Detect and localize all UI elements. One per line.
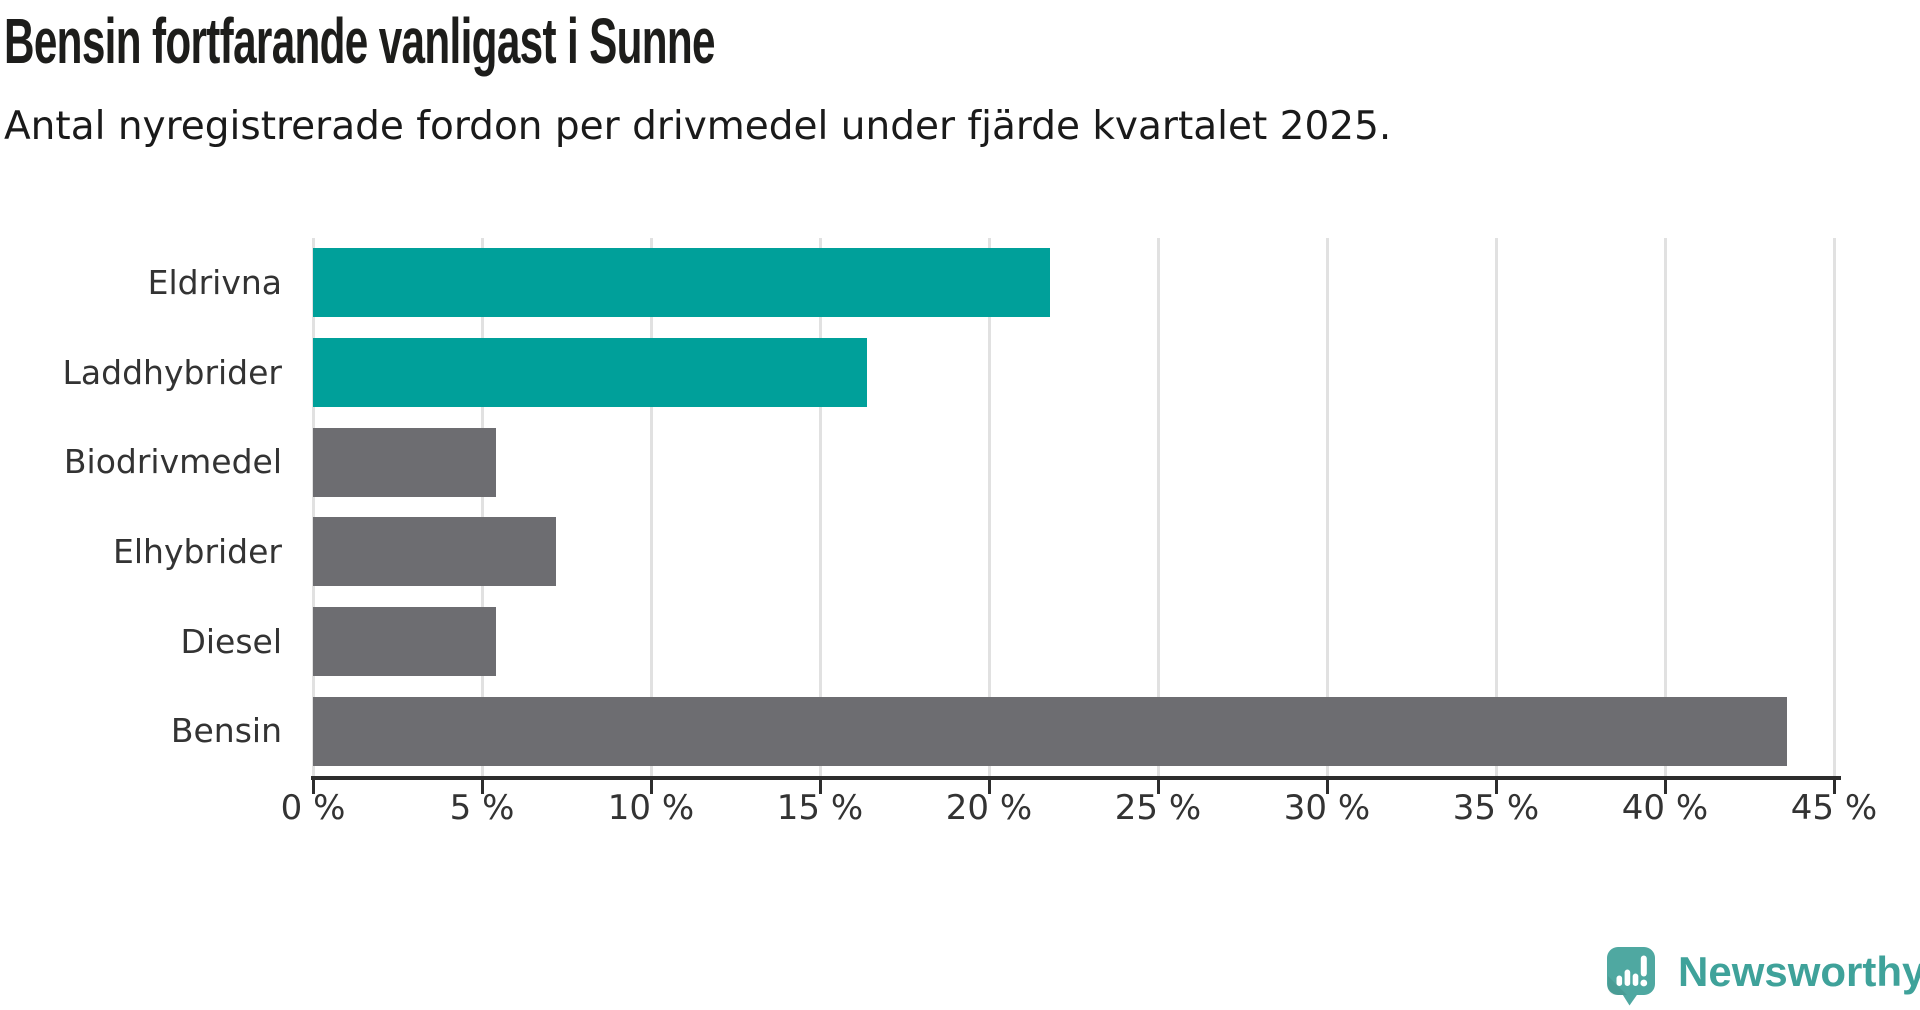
x-axis-tick-label: 0 % [280,788,346,828]
bar-biodrivmedel [313,427,496,497]
gridline [480,238,484,776]
x-axis-tick-label: 40 % [1621,788,1709,828]
gridline [1325,238,1329,776]
x-axis-tick-label: 15 % [776,788,864,828]
category-label: Diesel [180,621,282,661]
x-axis-tick-label: 30 % [1283,788,1371,828]
bar-elhybrider [313,517,557,587]
bar-bensin [313,696,1787,766]
x-axis-tick-label: 20 % [945,788,1033,828]
x-axis-tick [1156,776,1160,794]
gridline [1156,238,1160,776]
category-label: Bensin [170,711,282,751]
bar-diesel [313,607,496,676]
gridline [1663,238,1667,776]
bar-eldrivna [313,248,1050,318]
newsworthy-logo: Newsworthy [1606,946,1920,1006]
x-axis-tick-label: 45 % [1790,788,1878,828]
x-axis-tick [1325,776,1329,794]
x-axis-tick [1494,776,1498,794]
x-axis-tick [1832,776,1836,794]
chart-title: Bensin fortfarande vanligast i Sunne [4,5,716,77]
newsworthy-logo-text: Newsworthy [1678,948,1920,995]
x-axis-tick [818,776,822,794]
chart-subtitle: Antal nyregistrerade fordon per drivmede… [4,104,1392,149]
x-axis-tick-label: 35 % [1452,788,1540,828]
x-axis-tick-label: 5 % [449,788,515,828]
gridline [818,238,822,776]
x-axis-tick [1663,776,1667,794]
x-axis-tick [987,776,991,794]
category-label: Laddhybrider [62,352,282,392]
x-axis-tick-label: 10 % [607,788,695,828]
gridline [649,238,653,776]
x-axis-tick-label: 25 % [1114,788,1202,828]
x-axis-tick [311,776,315,794]
gridline [987,238,991,776]
category-label: Biodrivmedel [63,442,282,482]
bar-chart-plot [311,238,1836,776]
category-label: Eldrivna [147,262,282,302]
category-label: Elhybrider [113,531,282,571]
gridline [311,238,315,776]
x-axis-line [311,776,1841,780]
gridline [1832,238,1836,776]
bar-laddhybrider [313,338,868,407]
newsworthy-logo-icon [1607,947,1655,1006]
gridline [1494,238,1498,776]
x-axis-tick [480,776,484,794]
x-axis-tick [649,776,653,794]
